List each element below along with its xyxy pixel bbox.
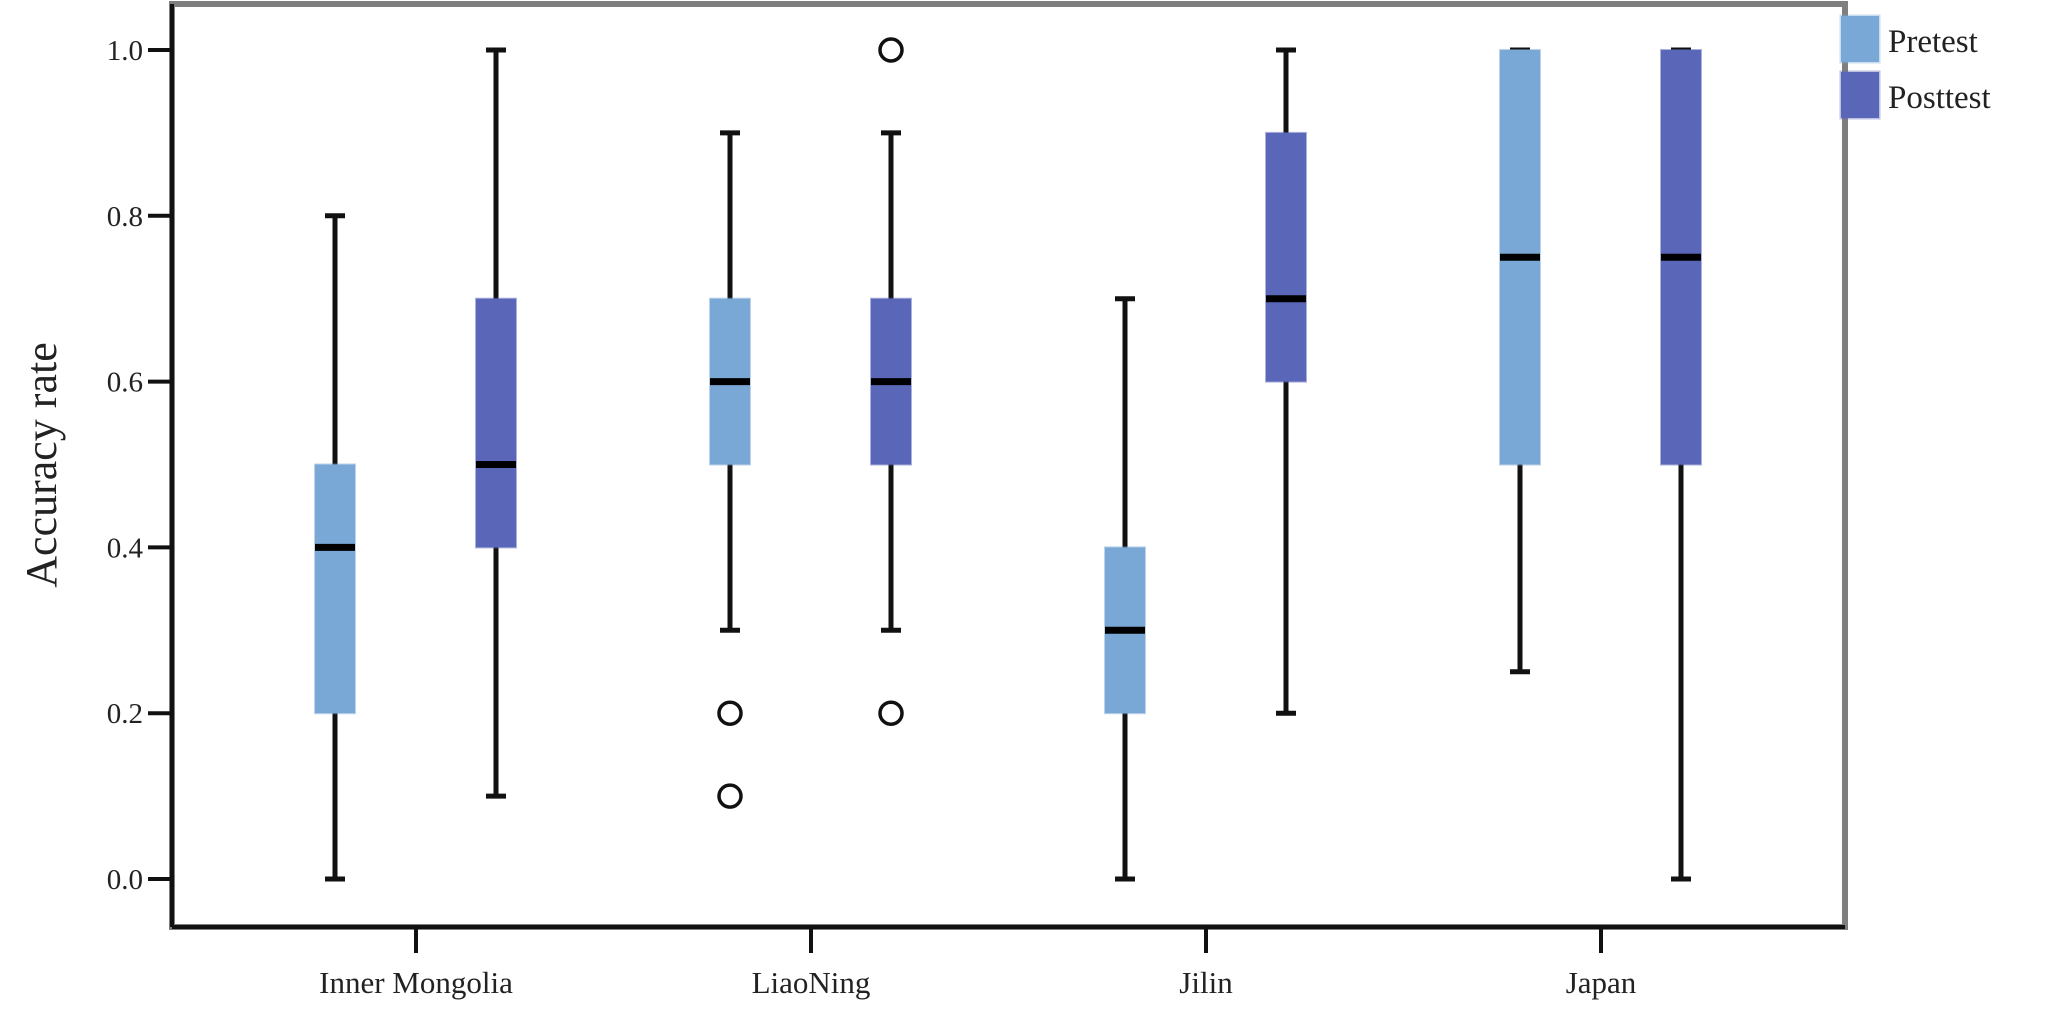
legend-label-posttest: Posttest <box>1888 80 1991 116</box>
legend-swatch-pretest <box>1839 14 1881 64</box>
plot-frame <box>169 1 1848 930</box>
y-tick-label: 0.0 <box>107 864 143 896</box>
box-posttest-1 <box>870 37 912 726</box>
box-pretest-1 <box>709 130 751 809</box>
x-tick-label: Inner Mongolia <box>319 965 513 1000</box>
x-tick-label: Jilin <box>1179 965 1233 1000</box>
outlier-point <box>717 783 743 809</box>
outlier-point <box>717 700 743 726</box>
y-ticks: 0.0 0.2 0.4 0.6 0.8 1.0 <box>107 35 172 896</box>
x-tick-label: LiaoNing <box>752 965 871 1000</box>
outlier-point <box>878 700 904 726</box>
y-tick-label: 0.2 <box>107 698 143 730</box>
legend: Pretest Posttest <box>1839 14 1991 120</box>
box-posttest-0 <box>475 47 517 799</box>
box-posttest-3 <box>1660 47 1702 882</box>
box-pretest-0 <box>314 213 356 882</box>
legend-swatch-posttest <box>1839 70 1881 120</box>
boxes <box>314 37 1702 882</box>
x-ticks: Inner Mongolia LiaoNing Jilin Japan <box>319 927 1637 1000</box>
box-posttest-2 <box>1265 47 1307 716</box>
box-pretest-3 <box>1499 47 1541 675</box>
box-pretest-2 <box>1104 296 1146 882</box>
y-tick-label: 0.4 <box>107 532 144 564</box>
iqr-box <box>1265 131 1307 383</box>
y-tick-label: 1.0 <box>107 35 143 67</box>
x-tick-label: Japan <box>1566 965 1637 1000</box>
outlier-point <box>878 37 904 63</box>
iqr-box <box>314 463 356 715</box>
y-axis-label: Accuracy rate <box>17 342 66 587</box>
iqr-box <box>475 297 517 549</box>
y-tick-label: 0.8 <box>107 201 143 233</box>
y-tick-label: 0.6 <box>107 367 143 399</box>
legend-label-pretest: Pretest <box>1888 24 1978 60</box>
